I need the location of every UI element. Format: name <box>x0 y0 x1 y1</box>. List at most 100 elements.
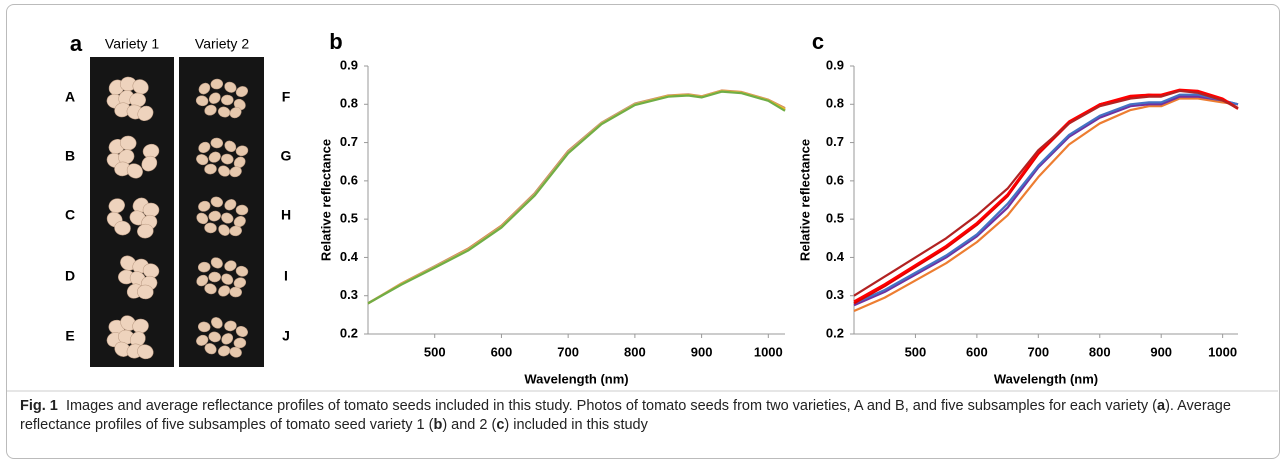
x-tick-label: 500 <box>424 344 446 359</box>
seed <box>235 325 248 337</box>
seed <box>198 141 211 153</box>
seed <box>233 277 247 289</box>
y-tick-label: 0.6 <box>826 172 844 187</box>
series-line <box>367 89 786 305</box>
column-label: Variety 1 <box>105 36 159 52</box>
seed <box>197 321 211 333</box>
seed <box>118 149 135 165</box>
panel-label: c <box>812 29 824 54</box>
seed <box>196 154 209 166</box>
seeds <box>106 76 249 360</box>
seed <box>196 212 209 225</box>
x-tick-label: 800 <box>624 344 646 359</box>
caption-segment: a <box>1156 398 1166 414</box>
y-tick-label: 0.8 <box>340 96 358 111</box>
seed <box>204 163 217 175</box>
y-tick-label: 0.7 <box>340 134 358 149</box>
y-tick-label: 0.3 <box>340 287 358 302</box>
caption-text: Images and average reflectance profiles … <box>20 398 1231 433</box>
x-tick-label: 1000 <box>754 344 783 359</box>
y-tick-label: 0.8 <box>826 96 844 111</box>
seed <box>108 198 125 214</box>
x-tick-label: 800 <box>1089 344 1111 359</box>
y-tick-label: 0.7 <box>826 134 844 149</box>
seed <box>229 106 242 119</box>
series-line <box>853 88 1239 303</box>
x-tick-label: 700 <box>557 344 579 359</box>
seed <box>221 212 234 224</box>
seed <box>229 346 242 358</box>
figure-frame <box>6 4 1280 459</box>
y-tick-label: 0.6 <box>340 172 358 187</box>
seed <box>196 274 209 287</box>
row-label: F <box>282 89 291 105</box>
row-label: D <box>65 268 75 284</box>
row-label: A <box>65 89 75 105</box>
seed <box>208 331 221 343</box>
row-label: G <box>281 148 292 164</box>
seed <box>141 155 158 172</box>
seed <box>224 81 237 93</box>
seed <box>210 78 224 90</box>
series-line <box>367 89 786 305</box>
seed <box>137 284 154 300</box>
seed <box>210 257 223 269</box>
seed <box>229 225 242 237</box>
series-line <box>367 89 786 305</box>
y-axis-label: Relative reflectance <box>318 139 333 261</box>
y-tick-label: 0.9 <box>340 57 358 72</box>
caption-segment: c <box>496 416 505 433</box>
caption-segment: b <box>433 416 443 433</box>
series-line <box>853 89 1239 297</box>
row-label: H <box>281 207 291 223</box>
seed <box>224 199 237 211</box>
panel-label: b <box>329 29 342 54</box>
seed <box>229 286 242 298</box>
x-tick-label: 1000 <box>1208 344 1237 359</box>
seed <box>198 200 211 212</box>
row-label: I <box>284 268 288 284</box>
series-line <box>367 90 786 305</box>
caption-segment: ) and 2 ( <box>442 416 497 433</box>
seed <box>204 343 217 355</box>
seed <box>210 196 223 208</box>
y-tick-label: 0.2 <box>340 325 358 340</box>
y-tick-label: 0.5 <box>826 211 844 226</box>
seed <box>208 151 221 163</box>
seed <box>224 320 237 332</box>
seed <box>198 82 211 95</box>
x-axis-label: Wavelength (nm) <box>994 371 1098 386</box>
row-label: B <box>65 148 75 164</box>
seed <box>114 220 131 236</box>
x-tick-label: 500 <box>905 344 927 359</box>
seed <box>233 216 246 228</box>
seed <box>204 222 217 234</box>
x-axis-label: Wavelength (nm) <box>524 371 628 386</box>
seed <box>235 145 249 157</box>
seed <box>218 165 231 177</box>
seed <box>197 261 211 273</box>
column-label: Variety 2 <box>195 36 249 52</box>
y-tick-label: 0.5 <box>340 211 358 226</box>
series-line <box>367 90 786 305</box>
row-label: C <box>65 207 75 223</box>
seed <box>221 94 234 106</box>
series-line <box>853 89 1239 305</box>
caption-segment: ). Average reflectance profiles of five … <box>20 398 1231 433</box>
seed <box>126 163 143 179</box>
seed <box>208 271 221 283</box>
caption-label: Fig. 1 <box>20 398 58 414</box>
caption-segment: Images and average reflectance profiles … <box>65 398 1157 414</box>
seed <box>235 86 249 98</box>
y-tick-label: 0.2 <box>826 325 844 340</box>
seed <box>204 283 217 295</box>
caption: Fig. 1 Images and average reflectance pr… <box>20 397 1270 434</box>
x-tick-label: 600 <box>491 344 513 359</box>
seed <box>137 223 154 239</box>
row-label: J <box>282 328 290 344</box>
x-tick-label: 600 <box>966 344 988 359</box>
seed <box>204 104 217 116</box>
seed <box>218 285 231 297</box>
seed <box>235 265 249 277</box>
seed <box>137 344 154 360</box>
